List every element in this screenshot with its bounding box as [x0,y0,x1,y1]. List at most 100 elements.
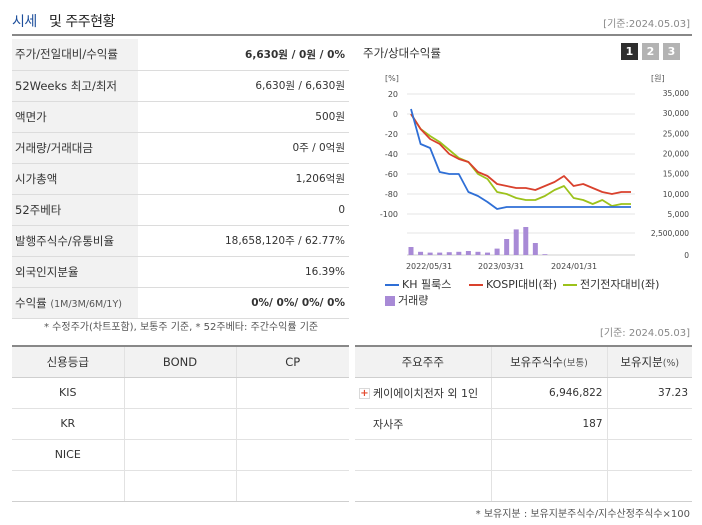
volume-bar [504,239,510,255]
volume-bar [494,248,500,255]
rating-cp [235,408,349,440]
chart-pager: 1 2 3 [621,43,680,60]
series-line-전기전자대비(좌) [410,113,631,207]
volume-bar [475,251,481,255]
legend-swatch-kh [385,284,399,286]
right-axis-unit: [원] [651,74,665,83]
reference-date-2: [기준: 2024.05.03] [599,328,690,339]
right-tick-label: 30,000 [663,109,689,118]
major-shareholders-table: 주요주주 보유주식수(보통) 보유지분(%) + 케이에이치전자 외 1인 6,9… [355,345,692,502]
quote-footnote: * 수정주가(차트포함), 보통주 기준, * 52주베타: 주간수익률 기준 [44,322,319,333]
quote-row: 거래량/거래대금 0주 / 0억원 [12,132,349,163]
expand-plus-icon[interactable]: + [359,388,370,399]
rating-cp [235,470,349,502]
quote-row: 52Weeks 최고/최저 6,630원 / 6,630원 [12,70,349,101]
volume-bar [408,247,414,255]
rating-bond [123,439,236,471]
legend-item-elec: 전기전자대비(좌) [563,276,659,292]
quote-label: 52Weeks 최고/최저 [12,70,138,101]
right-tick-label: 15,000 [663,170,689,179]
rating-bond [123,377,236,409]
left-tick-label: -80 [385,190,398,199]
legend-item-volume: 거래량 [385,292,428,308]
section-title-primary: 시세 [12,14,37,30]
right-tick-label: 20,000 [663,150,689,159]
volume-bar [532,243,538,255]
quote-value: 0 [338,203,345,216]
chart-page-2-button[interactable]: 2 [642,43,659,60]
holders-header-shares-unit: (보통) [563,357,588,369]
rating-header-bond: BOND [123,346,236,378]
chart-page-1-button[interactable]: 1 [621,43,638,60]
chart-title: 주가/상대수익률 [363,46,441,60]
left-tick-label: 0 [393,110,398,119]
right-tick-label: 5,000 [668,210,690,219]
holder-pct: 37.23 [606,377,692,409]
table-row [355,470,692,502]
holder-name [355,439,491,471]
return-period: (1M/3M/6M/1Y) [50,298,122,310]
table-row: 자사주 187 [355,408,692,440]
right-tick-label: 35,000 [663,89,689,98]
series-line-KH 필룩스 [410,108,631,210]
quote-value: 1,206억원 [295,173,345,185]
volume-bar [418,251,424,255]
holder-shares [490,439,607,471]
rating-cp [235,439,349,471]
left-axis-unit: [%] [385,74,399,83]
quote-label: 거래량/거래대금 [12,132,138,163]
quote-row: 외국인지분율 16.39% [12,256,349,287]
table-row [12,470,349,502]
volume-bar [485,252,491,255]
x-tick-label: 2023/03/31 [478,262,524,271]
left-tick-label: 20 [388,90,398,99]
quote-value: 0%/ 0%/ 0%/ 0% [138,287,349,318]
legend-item-kh: KH 필룩스 [385,276,451,292]
rating-agency: NICE [12,439,124,471]
volume-bar [427,252,433,255]
legend-swatch-elec [563,284,577,286]
legend-label-kospi: KOSPI대비(좌) [486,278,558,291]
holders-header-pct-label: 보유지분 [620,354,663,369]
volume-bar [523,227,529,255]
holder-shares: 187 [490,408,607,440]
x-tick-label: 2022/05/31 [406,262,452,271]
quote-row: 발행주식수/유통비율 18,658,120주 / 62.77% [12,225,349,256]
quote-row: 수익률 (1M/3M/6M/1Y) 0%/ 0%/ 0%/ 0% [12,287,349,318]
legend-label-elec: 전기전자대비(좌) [580,278,660,291]
left-tick-label: -20 [385,130,398,139]
volume-bar [513,229,519,255]
holder-shares: 6,946,822 [490,377,607,409]
legend-swatch-volume [385,296,395,306]
table-row [355,439,692,471]
quote-value: 500원 [315,111,345,123]
credit-rating-table: 신용등급 BOND CP KIS KR NICE [12,345,349,502]
quote-label: 시가총액 [12,163,138,194]
holder-pct [606,470,692,502]
rating-agency [12,470,124,502]
rating-header-grade: 신용등급 [12,346,124,378]
reference-date: [기준:2024.05.03] [603,19,690,30]
rating-cp [235,377,349,409]
section-title-secondary: 및 주주현황 [49,14,115,30]
quote-label: 수익률 (1M/3M/6M/1Y) [12,287,138,318]
legend-label-volume: 거래량 [398,294,429,307]
quote-row: 52주베타 0 [12,194,349,225]
holders-header-shares: 보유주식수(보통) [490,346,607,378]
quote-row: 시가총액 1,206억원 [12,163,349,194]
holders-header-pct-unit: (%) [662,357,680,369]
series-line-KOSPI대비(좌) [410,113,631,195]
table-row: KIS [12,377,349,409]
x-tick-label: 2024/01/31 [551,262,597,271]
table-row: NICE [12,439,349,471]
left-tick-label: -60 [385,170,398,179]
price-chart-panel: 주가/상대수익률 1 2 3 [%] [원] 20 0 -20 -40 -60 -80 -100… [355,39,692,311]
volume-tick-label: 0 [684,251,689,260]
holder-pct [606,439,692,471]
holder-name: 자사주 [355,408,491,440]
chart-page-3-button[interactable]: 3 [663,43,680,60]
rating-agency: KR [12,408,124,440]
left-tick-label: -40 [385,150,398,159]
holder-shares [490,470,607,502]
holder-name [355,470,491,502]
